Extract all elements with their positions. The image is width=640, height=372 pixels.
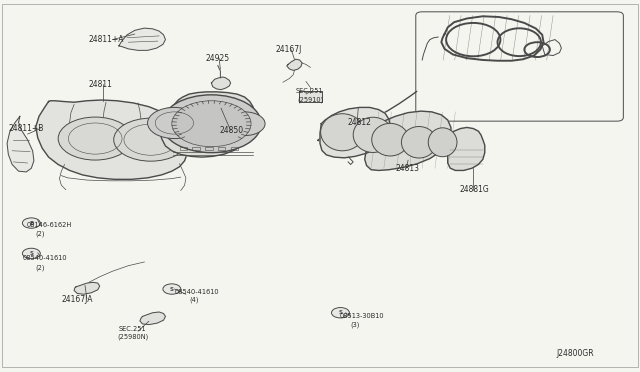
Circle shape <box>224 112 265 136</box>
Text: B: B <box>29 221 33 225</box>
Text: S: S <box>170 286 174 292</box>
Ellipse shape <box>428 128 457 157</box>
Text: 08513-30B10: 08513-30B10 <box>339 314 384 320</box>
Polygon shape <box>159 92 255 157</box>
FancyBboxPatch shape <box>299 92 322 102</box>
Text: 24812: 24812 <box>348 119 371 128</box>
Circle shape <box>22 218 40 228</box>
Circle shape <box>22 248 40 259</box>
Bar <box>179 147 187 150</box>
Text: 24813: 24813 <box>396 164 419 173</box>
Text: 24925: 24925 <box>205 54 229 62</box>
Text: S: S <box>339 310 342 315</box>
Text: 24850: 24850 <box>219 126 243 135</box>
Bar <box>218 147 225 150</box>
Text: 24811+A: 24811+A <box>89 35 124 44</box>
Polygon shape <box>140 312 166 325</box>
Polygon shape <box>74 282 100 294</box>
Text: 24811+B: 24811+B <box>8 124 44 133</box>
Polygon shape <box>7 116 34 172</box>
Text: 24167J: 24167J <box>275 45 301 54</box>
Ellipse shape <box>401 126 436 158</box>
Polygon shape <box>365 111 451 170</box>
Text: (25910): (25910) <box>297 97 323 103</box>
Polygon shape <box>36 100 187 179</box>
Circle shape <box>58 117 132 160</box>
Text: (2): (2) <box>36 264 45 271</box>
Polygon shape <box>287 59 302 70</box>
Polygon shape <box>448 128 484 170</box>
Text: S: S <box>29 251 33 256</box>
Ellipse shape <box>353 117 393 153</box>
Text: 24811: 24811 <box>89 80 113 89</box>
Circle shape <box>162 95 261 153</box>
Bar <box>205 147 212 150</box>
Text: 08540-41610: 08540-41610 <box>175 289 220 295</box>
Bar <box>230 147 238 150</box>
Text: 24881G: 24881G <box>460 185 489 194</box>
Bar <box>192 147 200 150</box>
Text: SEC.251: SEC.251 <box>296 89 323 94</box>
Text: 24167JA: 24167JA <box>61 295 93 304</box>
Text: 08540-41610: 08540-41610 <box>23 255 68 261</box>
Circle shape <box>163 284 180 294</box>
Polygon shape <box>320 108 390 158</box>
Text: (3): (3) <box>351 322 360 328</box>
Circle shape <box>148 108 201 138</box>
Circle shape <box>114 118 188 161</box>
Text: J24800GR: J24800GR <box>556 349 594 358</box>
Circle shape <box>172 101 251 147</box>
Text: SEC.251: SEC.251 <box>119 326 147 332</box>
Text: (2): (2) <box>36 231 45 237</box>
Text: 08146-6162H: 08146-6162H <box>26 222 72 228</box>
Text: (4): (4) <box>189 297 198 304</box>
Polygon shape <box>211 77 230 90</box>
Ellipse shape <box>321 114 364 151</box>
Ellipse shape <box>372 124 409 156</box>
Text: (25980N): (25980N) <box>118 334 149 340</box>
Polygon shape <box>119 28 166 50</box>
Circle shape <box>332 308 349 318</box>
